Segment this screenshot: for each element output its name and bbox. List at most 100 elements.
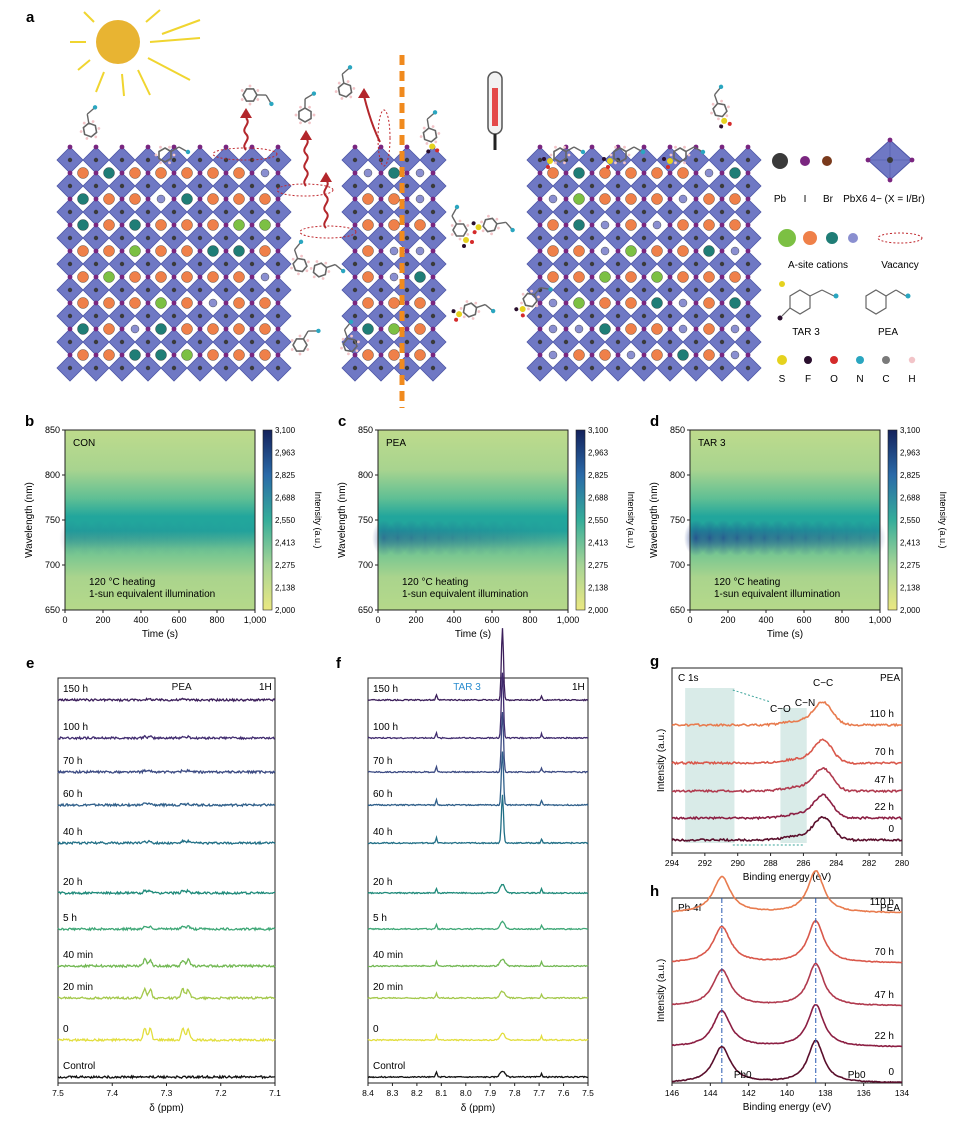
legend-vacancy-label: Vacancy [881,260,919,271]
pb-atom [537,183,543,189]
pb-atom [615,183,621,189]
pb-atom [589,157,595,163]
colorbar-tick-label: 2,825 [900,471,921,480]
peak-annotation: C−O [770,704,791,715]
iodine-atom [404,352,410,358]
x-tick-label: 0 [687,615,692,625]
pb-atom [67,261,73,267]
iodine-atom [537,326,543,332]
series-label: Control [63,1061,95,1072]
iodine-atom [93,248,99,254]
iodine-atom [404,300,410,306]
y-tick-label: 750 [45,515,60,525]
pb-atom [589,313,595,319]
iodine-atom [249,196,255,202]
colorbar-tick-label: 2,138 [275,584,296,593]
colorbar-tick-label: 2,413 [900,539,921,548]
pb-atom [430,313,436,319]
a-site-cation [625,193,637,205]
iodine-atom [641,222,647,228]
spectrum-trace [671,766,903,794]
series-label: 22 h [875,802,894,813]
pea-molecule-icon [865,289,907,315]
pb-atom [352,313,358,319]
a-site-cation [388,219,400,231]
pea-molecule [154,145,191,165]
pb-atom [249,313,255,319]
y-axis-label: Intensity (a.u.) [656,729,667,792]
pb-atom [641,209,647,215]
a-site-cation [730,324,740,334]
pb-atom [249,365,255,371]
colorbar [262,429,273,611]
iodine-atom [537,222,543,228]
a-site-cation [651,323,663,335]
a-site-cation [414,219,426,231]
series-label: 150 h [373,684,398,695]
pb-atom [93,183,99,189]
pb-atom [719,365,725,371]
spectrum-trace [367,751,589,807]
iodine-atom [378,300,384,306]
x-tick-label: 8.4 [362,1088,374,1098]
iodine-atom [67,352,73,358]
a-site-cation [729,271,741,283]
pb-atom [378,183,384,189]
a-site-cation [625,297,637,309]
iodine-atom [67,196,73,202]
iodine-atom [145,170,151,176]
iodine-atom [171,144,177,150]
a-site-cation [415,168,425,178]
pb-atom [615,209,621,215]
x-tick-label: 0 [62,615,67,625]
pb-atom [378,157,384,163]
iodine-atom [67,248,73,254]
x-tick-label: 7.7 [533,1088,545,1098]
legend-pb-label: Pb [774,194,787,205]
iodine-atom [145,196,151,202]
pb-atom [249,261,255,267]
pb-atom [171,339,177,345]
series-label: 40 min [63,950,93,961]
a-site-cation [678,298,688,308]
sample-label: CON [73,438,95,449]
iodine-atom [171,274,177,280]
pb-atom [693,339,699,345]
pb-atom [119,183,125,189]
iodine-atom [93,196,99,202]
spectrum-trace [671,919,903,964]
iodine-atom [563,352,569,358]
a-site-cation [573,167,585,179]
pb-atom [197,365,203,371]
a-site-cation [599,193,611,205]
pb-atom [275,365,281,371]
legend-c-label: C [882,374,889,385]
x-tick-label: 7.5 [52,1088,64,1098]
iodine-atom [641,144,647,150]
a-site-cation [77,271,89,283]
iodine-atom [719,144,725,150]
pb-atom [641,157,647,163]
iodine-atom [197,144,203,150]
iodine-atom [119,352,125,358]
x-tick-label: 282 [862,858,876,868]
pb-atom [171,235,177,241]
iodine-atom [745,196,751,202]
iodine-atom [693,196,699,202]
a-site-cation [103,271,115,283]
iodine-atom [352,222,358,228]
pb-atom [719,209,725,215]
pb-atom [145,209,151,215]
iodine-atom [719,300,725,306]
series-label: 40 h [63,827,82,838]
iodine-atom [93,300,99,306]
plot-frame [671,897,903,1084]
iodine-atom [378,170,384,176]
a-site-cation [703,349,715,361]
x-tick-label: 600 [796,615,811,625]
pb-atom [404,209,410,215]
a-site-cation [77,193,89,205]
iodine-atom [563,248,569,254]
colorbar-tick-label: 3,100 [588,426,609,435]
